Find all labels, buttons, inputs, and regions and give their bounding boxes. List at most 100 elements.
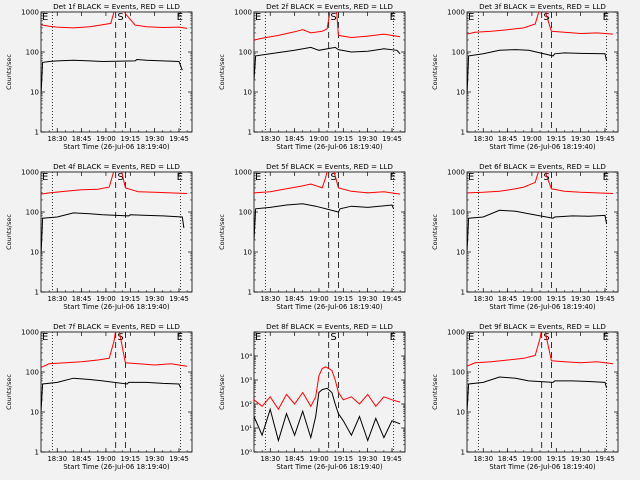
y-tick-label: 10 [243, 249, 252, 257]
y-axis-label: Counts/sec [431, 374, 439, 410]
x-tick-label: 19:00 [522, 295, 542, 303]
y-tick-label: 1000 [234, 9, 252, 17]
chart-title: Det 1f BLACK = Events, RED = LLD [53, 2, 180, 11]
x-tick-label: 18:45 [72, 295, 92, 303]
chart-title: Det 5f BLACK = Events, RED = LLD [266, 162, 393, 171]
marker-s: S [543, 172, 549, 183]
y-tick-label: 1 [248, 289, 252, 297]
x-axis-label: Start Time (26-Jul-06 18:19:40) [63, 143, 170, 151]
y-axis-label: Counts/sec [218, 374, 226, 410]
chart-svg: Det 3f BLACK = Events, RED = LLD 1 10 100 10… [431, 2, 619, 151]
marker-e-right: E [603, 12, 609, 23]
series-lld-red [254, 366, 401, 411]
x-tick-label: 18:45 [285, 135, 305, 143]
x-tick-label: 19:15 [121, 295, 141, 303]
x-tick-label: 19:15 [334, 295, 354, 303]
x-tick-label: 19:00 [96, 135, 116, 143]
x-tick-label: 19:15 [334, 455, 354, 463]
x-tick-label: 19:45 [595, 135, 615, 143]
y-tick-label: 100 [26, 209, 39, 217]
x-axis-label: Start Time (26-Jul-06 18:19:40) [63, 303, 170, 311]
x-tick-label: 18:45 [285, 295, 305, 303]
chart-svg: Det 8f BLACK = Events, RED = LLD 10⁰ 10¹ 10… [218, 322, 406, 471]
plot-frame [40, 171, 193, 293]
series-events-black [41, 212, 185, 256]
x-tick-label: 19:00 [96, 455, 116, 463]
series-lld-red [467, 332, 614, 367]
x-tick-label: 19:00 [96, 295, 116, 303]
chart-svg: Det 1f BLACK = Events, RED = LLD 1 10 100 10… [5, 2, 193, 151]
series-events-black [41, 377, 182, 413]
marker-e-right: E [177, 172, 183, 183]
plot-frame [466, 11, 619, 133]
y-tick-label: 10 [30, 249, 39, 257]
plot-frame [253, 171, 406, 293]
x-tick-label: 18:30 [260, 455, 280, 463]
y-tick-label: 1000 [234, 169, 252, 177]
marker-e-left: E [255, 12, 261, 23]
y-tick-label: 1000 [21, 169, 39, 177]
plot-frame [253, 331, 406, 453]
y-tick-label: 100 [26, 49, 39, 57]
x-tick-label: 19:15 [547, 295, 567, 303]
marker-e-left: E [42, 172, 48, 183]
marker-e-left: E [468, 12, 474, 23]
marker-e-right: E [603, 172, 609, 183]
x-tick-label: 19:45 [595, 455, 615, 463]
marker-s: S [330, 12, 336, 23]
y-tick-label: 100 [452, 209, 465, 217]
chart-title: Det 6f BLACK = Events, RED = LLD [479, 162, 606, 171]
x-tick-label: 19:30 [571, 135, 591, 143]
detector-panel-2: Det 2f BLACK = Events, RED = LLD 1 10 100 10… [213, 0, 426, 160]
x-tick-label: 18:45 [498, 295, 518, 303]
detector-panel-9: Det 9f BLACK = Events, RED = LLD 1 10 100 10… [426, 320, 639, 480]
series-events-black [467, 376, 608, 413]
x-tick-label: 19:30 [145, 295, 165, 303]
y-tick-label: 1 [461, 289, 465, 297]
x-tick-label: 19:30 [145, 135, 165, 143]
x-tick-label: 19:15 [547, 455, 567, 463]
detector-panel-6: Det 6f BLACK = Events, RED = LLD 1 10 100 10… [426, 160, 639, 320]
y-tick-label: 1 [35, 289, 39, 297]
marker-e-left: E [255, 332, 261, 343]
marker-e-left: E [468, 332, 474, 343]
chart-title: Det 9f BLACK = Events, RED = LLD [479, 322, 606, 331]
y-tick-label: 1 [35, 449, 39, 457]
y-tick-label: 100 [239, 209, 252, 217]
x-axis-label: Start Time (26-Jul-06 18:19:40) [276, 303, 383, 311]
series-lld-red [41, 172, 188, 195]
x-tick-label: 18:30 [473, 135, 493, 143]
y-tick-label: 10⁰ [240, 449, 252, 457]
y-tick-label: 100 [452, 369, 465, 377]
detector-panel-4: Det 4f BLACK = Events, RED = LLD 1 10 100 10… [0, 160, 213, 320]
plot-frame [40, 11, 193, 133]
x-tick-label: 19:30 [358, 135, 378, 143]
x-tick-label: 19:30 [145, 455, 165, 463]
y-tick-label: 10¹ [240, 425, 252, 433]
series-events-black [467, 209, 608, 253]
y-tick-label: 1000 [447, 9, 465, 17]
series-lld-red [254, 12, 401, 41]
x-tick-label: 18:30 [47, 295, 67, 303]
plot-frame [466, 171, 619, 293]
y-axis-label: Counts/sec [5, 54, 13, 90]
series-events-black [254, 387, 401, 443]
detector-panel-1: Det 1f BLACK = Events, RED = LLD 1 10 100 10… [0, 0, 213, 160]
x-tick-label: 19:00 [309, 135, 329, 143]
y-tick-label: 1 [248, 129, 252, 137]
x-tick-label: 19:45 [169, 135, 189, 143]
y-tick-label: 100 [452, 49, 465, 57]
y-tick-label: 10 [456, 249, 465, 257]
marker-s: S [117, 172, 123, 183]
x-axis-label: Start Time (26-Jul-06 18:19:40) [276, 143, 383, 151]
chart-title: Det 8f BLACK = Events, RED = LLD [266, 322, 393, 331]
y-axis-label: Counts/sec [218, 54, 226, 90]
x-tick-label: 19:00 [522, 135, 542, 143]
x-axis-label: Start Time (26-Jul-06 18:19:40) [489, 303, 596, 311]
x-tick-label: 19:30 [571, 295, 591, 303]
marker-e-right: E [390, 172, 396, 183]
x-tick-label: 19:45 [382, 295, 402, 303]
y-tick-label: 1 [461, 449, 465, 457]
x-tick-label: 19:00 [522, 455, 542, 463]
marker-e-right: E [177, 12, 183, 23]
